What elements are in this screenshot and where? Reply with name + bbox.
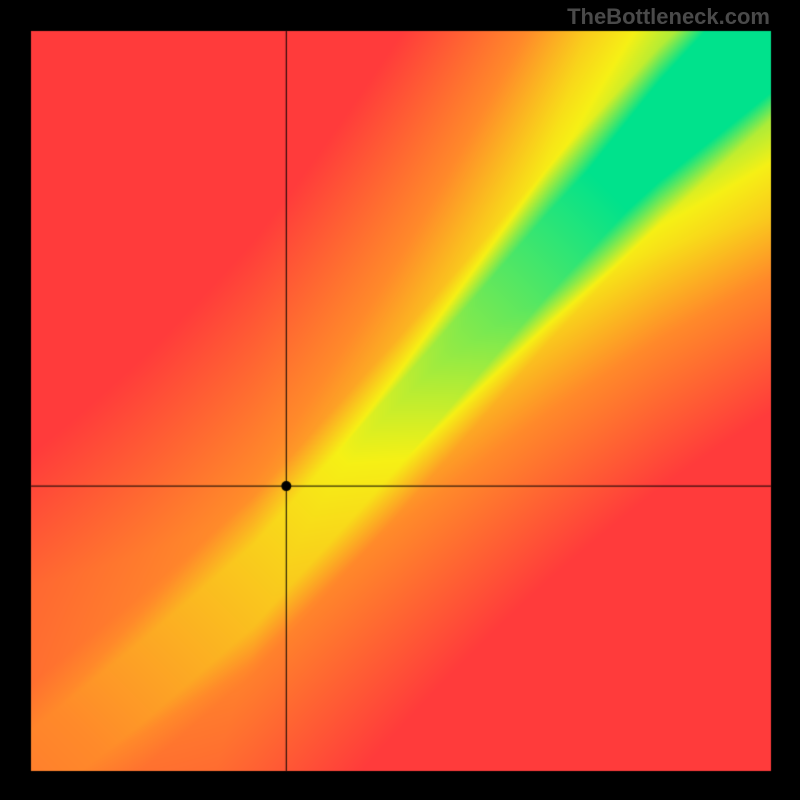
chart-container: TheBottleneck.com [0,0,800,800]
watermark-text: TheBottleneck.com [567,4,770,30]
crosshair-overlay [0,0,800,800]
